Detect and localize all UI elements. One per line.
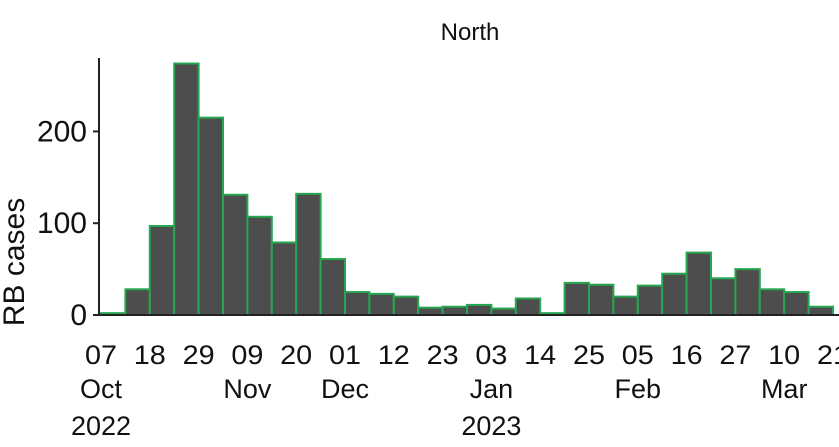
bar: [173, 62, 200, 317]
bar: [319, 258, 347, 317]
y-ticks: 0 100 200: [37, 115, 99, 332]
month-label: Dec: [321, 374, 369, 404]
bar: [392, 295, 420, 317]
x-tick-label: 27: [719, 340, 751, 370]
bar: [710, 277, 737, 317]
x-tick-label: 18: [134, 340, 166, 370]
x-tick-label: 14: [524, 340, 556, 370]
month-labels: OctNovDecJanFebMarApr: [80, 374, 808, 404]
year-label: 2023: [461, 411, 521, 441]
bar: [807, 305, 834, 316]
bar: [270, 241, 298, 317]
y-axis-label: RB cases: [0, 198, 31, 326]
x-tick-label: 16: [671, 340, 703, 370]
month-label: Oct: [80, 374, 123, 404]
bar: [441, 305, 469, 316]
y-tick-label: 0: [70, 299, 87, 332]
bar: [685, 251, 712, 316]
x-tick-label: 12: [378, 340, 410, 370]
bar: [246, 215, 273, 316]
bars: [100, 62, 834, 317]
bar: [148, 224, 176, 316]
y-tick-label: 200: [37, 115, 87, 148]
bar: [612, 295, 639, 317]
bar: [222, 193, 249, 316]
x-tick-label: 10: [768, 340, 800, 370]
bar: [368, 292, 395, 317]
bar: [295, 192, 322, 316]
bar: [758, 288, 786, 316]
bar: [636, 284, 664, 317]
x-ticks: 071829092001122303142505162710210112: [85, 340, 839, 370]
x-tick-label: 23: [427, 340, 459, 370]
bar: [466, 303, 493, 316]
bar: [344, 291, 371, 316]
x-tick-label: 21: [817, 340, 839, 370]
month-label: Jan: [470, 374, 514, 404]
bar: [417, 306, 444, 317]
x-tick-label: 01: [329, 340, 361, 370]
month-label: Mar: [761, 374, 808, 404]
x-tick-label: 20: [280, 340, 312, 370]
bar: [661, 272, 688, 317]
bar: [588, 283, 615, 316]
bar: [514, 297, 542, 317]
year-labels: 2022 2023: [71, 411, 521, 441]
year-label: 2022: [71, 411, 131, 441]
bar: [783, 291, 810, 316]
month-label: Feb: [615, 374, 662, 404]
x-tick-label: 07: [85, 340, 117, 370]
x-tick-label: 05: [622, 340, 654, 370]
x-tick-label: 29: [183, 340, 215, 370]
bar: [197, 116, 225, 316]
x-tick-label: 03: [475, 340, 507, 370]
month-label: Nov: [223, 374, 272, 404]
x-tick-label: 09: [231, 340, 263, 370]
bar: [734, 268, 761, 316]
bar: [563, 281, 590, 317]
chart-title: North: [441, 19, 500, 46]
bar: [124, 288, 151, 316]
x-tick-label: 25: [573, 340, 605, 370]
y-tick-label: 100: [37, 207, 87, 240]
